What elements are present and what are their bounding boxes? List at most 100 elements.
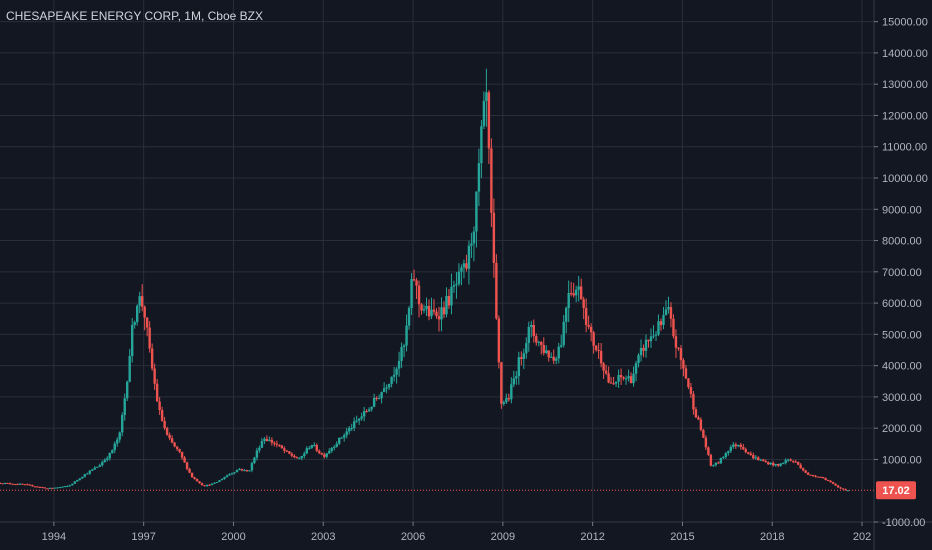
candle-body [255, 450, 259, 458]
candle-body [437, 316, 441, 320]
candle-body [732, 444, 735, 447]
candle-body [308, 447, 311, 449]
candle-body [440, 307, 443, 320]
candle-body [238, 468, 241, 471]
candle-body [140, 296, 144, 307]
candle-body [684, 368, 688, 379]
candle-body [375, 397, 378, 399]
candle-body [607, 373, 610, 383]
candle-body [682, 360, 685, 369]
candle-body [462, 263, 466, 268]
candle-body [791, 460, 795, 462]
candle-body [427, 305, 431, 317]
candle-body [243, 470, 246, 472]
candle-body [652, 335, 655, 337]
candle-body [806, 472, 810, 475]
y-tick-label: 8000.00 [882, 236, 922, 248]
time-axis[interactable]: 1994 1997 2000 2003 2006 2009 2012 2015 2018 202 [42, 522, 872, 543]
candle-body [647, 339, 650, 342]
candle-body [265, 438, 269, 442]
candle-body [158, 401, 161, 411]
candle-body [352, 421, 356, 429]
candle-body [734, 444, 738, 447]
candle-body [402, 345, 406, 348]
candle-body [447, 295, 451, 306]
candle-body [91, 469, 94, 471]
candle-body [13, 484, 17, 486]
candle-body [550, 356, 553, 358]
candle-body [826, 480, 830, 482]
candle-body [405, 325, 408, 346]
candle-body [465, 263, 468, 269]
candle-body [258, 447, 261, 451]
candle-body [382, 388, 386, 393]
candle-body [71, 483, 74, 486]
y-tick-label: 4000.00 [882, 361, 922, 373]
candle-body [542, 344, 545, 353]
candle-body [769, 463, 772, 465]
candle-body [692, 393, 695, 410]
candle-body [61, 486, 64, 488]
candle-body [642, 347, 645, 351]
candle-body [714, 462, 718, 466]
candle-body [260, 441, 264, 448]
candle-body [782, 463, 785, 465]
candle-body [841, 488, 845, 490]
candle-body [530, 324, 533, 327]
candle-body [233, 472, 236, 474]
candle-body [88, 470, 91, 474]
candle-body [574, 289, 578, 296]
candle-body [173, 442, 176, 447]
candle-body [81, 476, 84, 479]
candle-body [759, 459, 762, 461]
candle-body [784, 460, 787, 464]
candle-body [150, 348, 154, 369]
candle-body [76, 479, 79, 482]
candle-body [253, 457, 256, 463]
candle-body [490, 148, 493, 213]
candle-body [313, 445, 316, 447]
price-axis[interactable]: -1000.00 1000.00 2000.00 3000.00 4000.00 5000… [874, 17, 928, 529]
candle-body [323, 454, 326, 457]
candle-body [737, 444, 740, 447]
candle-body [707, 447, 710, 455]
candle-body [637, 355, 640, 364]
y-tick-label: -1000.00 [882, 517, 925, 529]
y-tick-label: 6000.00 [882, 298, 922, 310]
candle-body [809, 474, 812, 476]
candle-body [520, 357, 523, 359]
candle-body [3, 482, 7, 484]
candle-body [577, 286, 580, 290]
candle-body [502, 402, 506, 404]
candle-body [108, 452, 111, 459]
candle-body [420, 304, 423, 311]
candle-body [512, 378, 516, 385]
candle-body [18, 483, 22, 485]
candle-body [834, 483, 837, 486]
candle-body [617, 375, 620, 382]
candle-body [657, 321, 660, 335]
candle-body [300, 455, 304, 459]
candle-body [709, 454, 713, 466]
candle-body [121, 415, 124, 433]
candle-body [63, 486, 67, 488]
candle-body [517, 357, 521, 377]
candle-body [699, 419, 703, 430]
candle-body [410, 279, 413, 308]
candle-body [355, 420, 358, 422]
candle-body [767, 462, 770, 465]
candle-body [203, 485, 206, 487]
candle-body [839, 487, 842, 489]
candle-body [487, 92, 491, 149]
x-tick-label: 2012 [580, 531, 604, 543]
candle-body [225, 475, 229, 478]
candle-body [417, 285, 421, 305]
candle-body [385, 387, 388, 389]
candle-body [288, 451, 291, 454]
candle-body [290, 453, 294, 456]
candle-body [23, 484, 27, 486]
candle-body [752, 454, 755, 459]
candle-body [579, 286, 583, 300]
